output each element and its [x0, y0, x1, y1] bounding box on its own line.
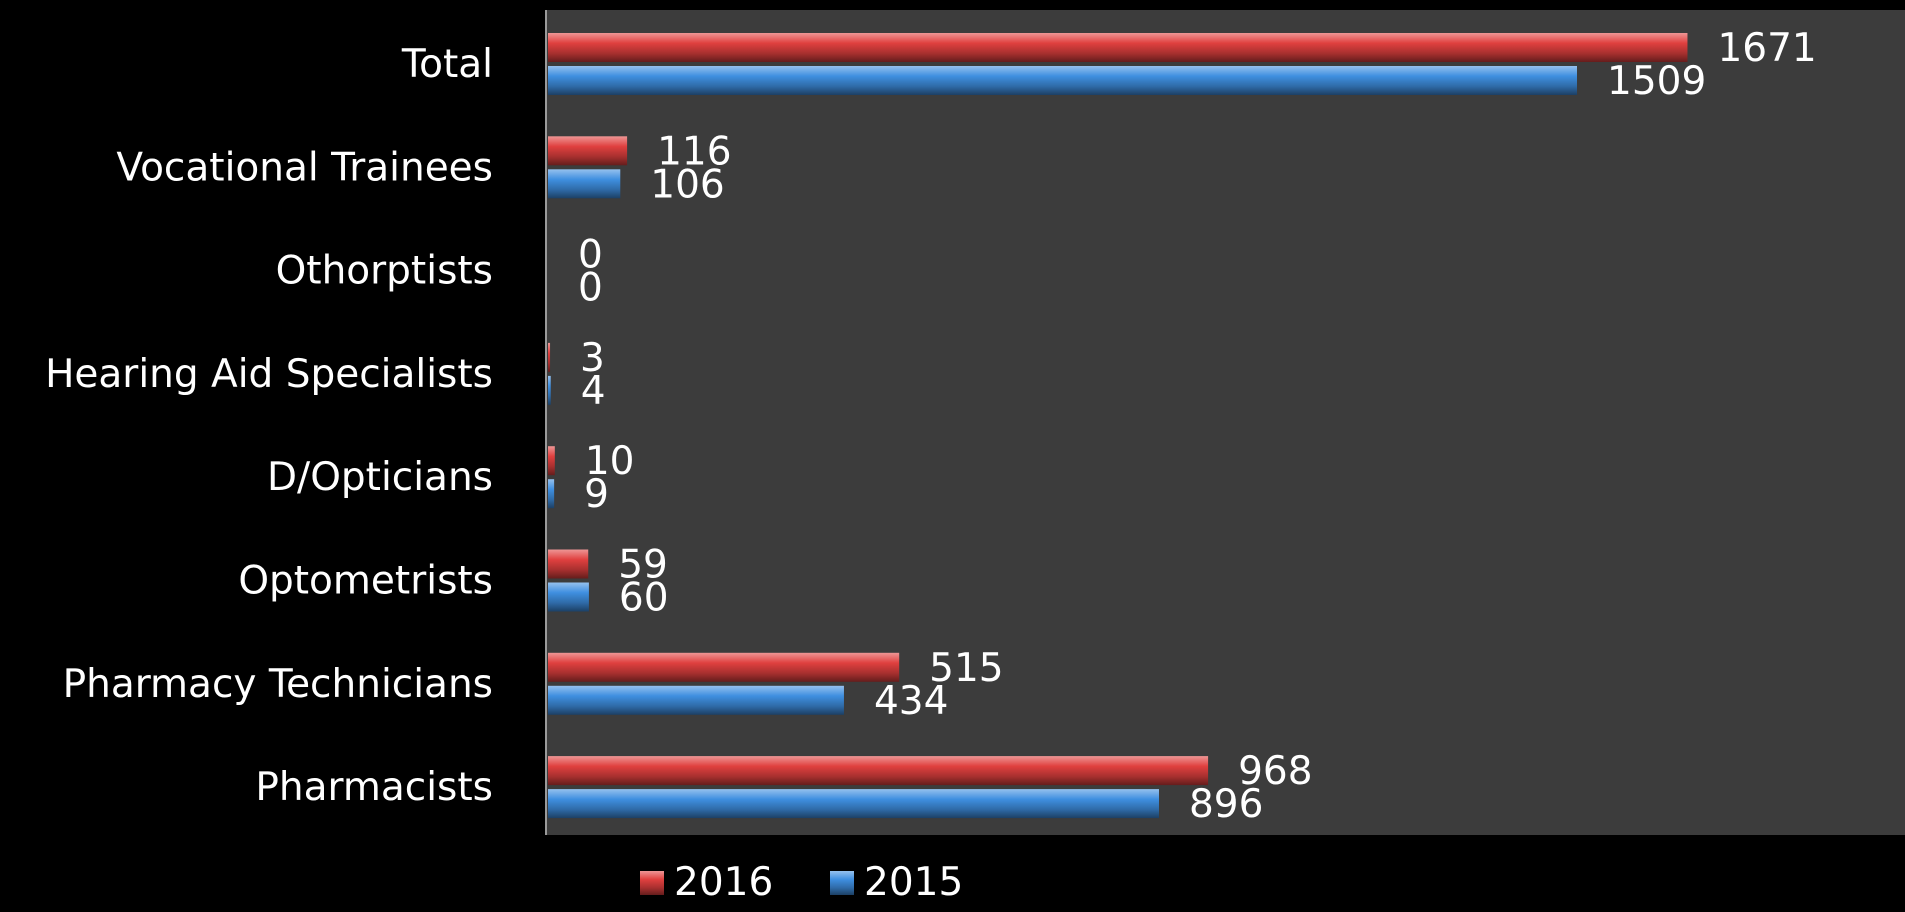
data-label: 1671 [1717, 26, 1816, 71]
data-label: 60 [619, 576, 669, 621]
category-label: D/Opticians [267, 455, 493, 500]
data-label: 9 [584, 472, 609, 517]
data-label: 106 [650, 162, 724, 207]
bar-2016 [548, 343, 550, 372]
category-label: Vocational Trainees [116, 145, 493, 190]
bar-2016 [548, 446, 555, 475]
bar-2016 [548, 653, 899, 682]
data-label: 434 [874, 679, 948, 724]
bar-2015 [548, 789, 1159, 818]
category-label: Total [401, 42, 493, 87]
bar-2015 [548, 169, 620, 198]
bar-2016 [548, 33, 1687, 62]
legend-swatch-2016 [640, 871, 664, 895]
data-label: 1509 [1607, 59, 1706, 104]
data-label: 4 [581, 369, 606, 414]
bar-2015 [548, 66, 1577, 95]
legend-label: 2015 [864, 860, 963, 905]
bar-2016 [548, 136, 627, 165]
category-label: Pharmacy Technicians [63, 662, 493, 707]
category-label: Optometrists [238, 559, 493, 604]
data-label: 0 [578, 266, 603, 311]
legend-swatch-2015 [830, 871, 854, 895]
legend: 2016 2015 [640, 860, 963, 905]
data-label: 896 [1189, 782, 1263, 827]
category-label: Pharmacists [255, 765, 493, 810]
category-label: Othorptists [276, 249, 493, 294]
bar-2016 [548, 756, 1208, 785]
category-labels: Total Vocational Trainees Othorptists Heari… [45, 42, 493, 810]
bar-2015 [548, 686, 844, 715]
bar-2015 [548, 376, 551, 405]
category-label: Hearing Aid Specialists [45, 352, 493, 397]
bar-2015 [548, 479, 554, 508]
bar-2015 [548, 583, 589, 612]
bar-2016 [548, 550, 588, 579]
legend-label: 2016 [674, 860, 773, 905]
